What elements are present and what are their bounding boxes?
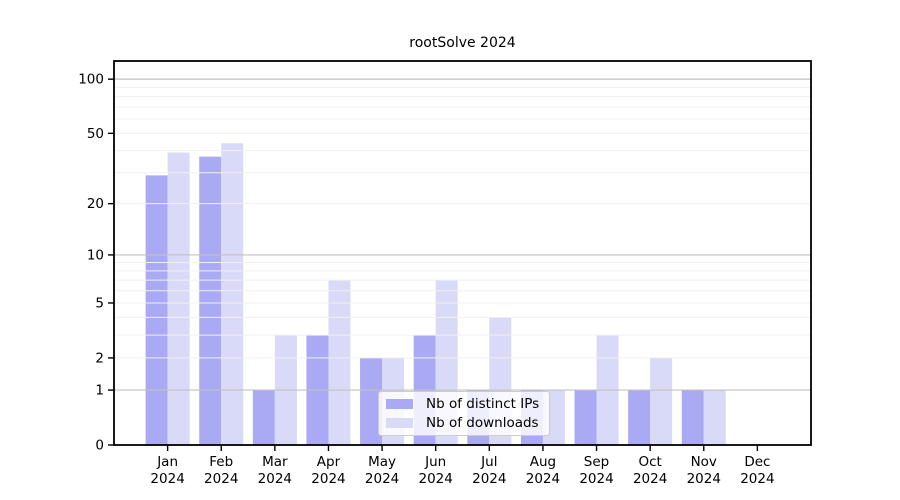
x-tick-label-year: 2024 bbox=[204, 471, 238, 487]
y-tick-label: 50 bbox=[87, 126, 104, 142]
y-tick-label: 100 bbox=[78, 72, 104, 88]
x-tick-label-year: 2024 bbox=[419, 471, 453, 487]
bar-jan-distinct-ips bbox=[145, 175, 168, 446]
y-tick-label: 2 bbox=[95, 350, 104, 366]
x-tick-label-year: 2024 bbox=[311, 471, 345, 487]
legend-item-distinct-ips: Nb of distinct IPs bbox=[386, 397, 539, 411]
y-tick-label: 20 bbox=[87, 196, 104, 212]
bar-oct-downloads bbox=[650, 357, 673, 445]
x-tick-label-year: 2024 bbox=[365, 471, 399, 487]
x-tick-label-year: 2024 bbox=[150, 471, 184, 487]
legend-item-downloads: Nb of downloads bbox=[386, 416, 539, 430]
chart-title: rootSolve 2024 bbox=[409, 35, 516, 51]
x-tick-label-month: Nov bbox=[691, 454, 717, 470]
x-tick-label-month: Dec bbox=[744, 454, 770, 470]
y-tick-label: 10 bbox=[87, 247, 104, 263]
bar-jan-downloads bbox=[167, 152, 190, 445]
x-tick-label-month: Apr bbox=[317, 454, 341, 470]
x-tick-label-month: May bbox=[368, 454, 396, 470]
x-tick-label-month: Oct bbox=[638, 454, 661, 470]
bar-mar-distinct-ips bbox=[252, 390, 275, 445]
x-tick-label-year: 2024 bbox=[472, 471, 506, 487]
bar-nov-downloads bbox=[703, 390, 726, 445]
bar-apr-downloads bbox=[328, 280, 351, 445]
legend-swatch-distinct-ips bbox=[386, 399, 413, 409]
x-tick-label-month: Sep bbox=[584, 454, 609, 470]
y-tick-label: 0 bbox=[95, 438, 104, 454]
y-tick-label: 1 bbox=[95, 383, 104, 399]
x-tick-label-month: Mar bbox=[262, 454, 288, 470]
bar-oct-distinct-ips bbox=[628, 390, 651, 445]
x-tick-label-month: Feb bbox=[209, 454, 233, 470]
x-tick-label-month: Jul bbox=[480, 454, 497, 470]
legend: Nb of distinct IPs Nb of downloads bbox=[378, 391, 551, 436]
x-tick-label-year: 2024 bbox=[740, 471, 774, 487]
bar-feb-downloads bbox=[221, 143, 244, 445]
x-tick-label-month: Jan bbox=[156, 454, 178, 470]
x-tick-label-year: 2024 bbox=[633, 471, 667, 487]
legend-label-distinct-ips: Nb of distinct IPs bbox=[426, 396, 540, 412]
x-tick-label-year: 2024 bbox=[258, 471, 292, 487]
x-tick-label-month: Aug bbox=[530, 454, 556, 470]
plot-frame bbox=[113, 60, 812, 446]
x-tick-label-month: Jun bbox=[424, 454, 446, 470]
bar-may-distinct-ips bbox=[360, 357, 383, 445]
x-tick-label-year: 2024 bbox=[687, 471, 721, 487]
x-tick-label-year: 2024 bbox=[579, 471, 613, 487]
x-tick-label-year: 2024 bbox=[526, 471, 560, 487]
y-tick-label: 5 bbox=[95, 295, 104, 311]
legend-swatch-downloads bbox=[386, 418, 413, 428]
bar-sep-distinct-ips bbox=[574, 390, 597, 445]
bar-feb-distinct-ips bbox=[199, 156, 222, 445]
bar-nov-distinct-ips bbox=[681, 390, 704, 445]
legend-label-downloads: Nb of downloads bbox=[426, 415, 539, 431]
